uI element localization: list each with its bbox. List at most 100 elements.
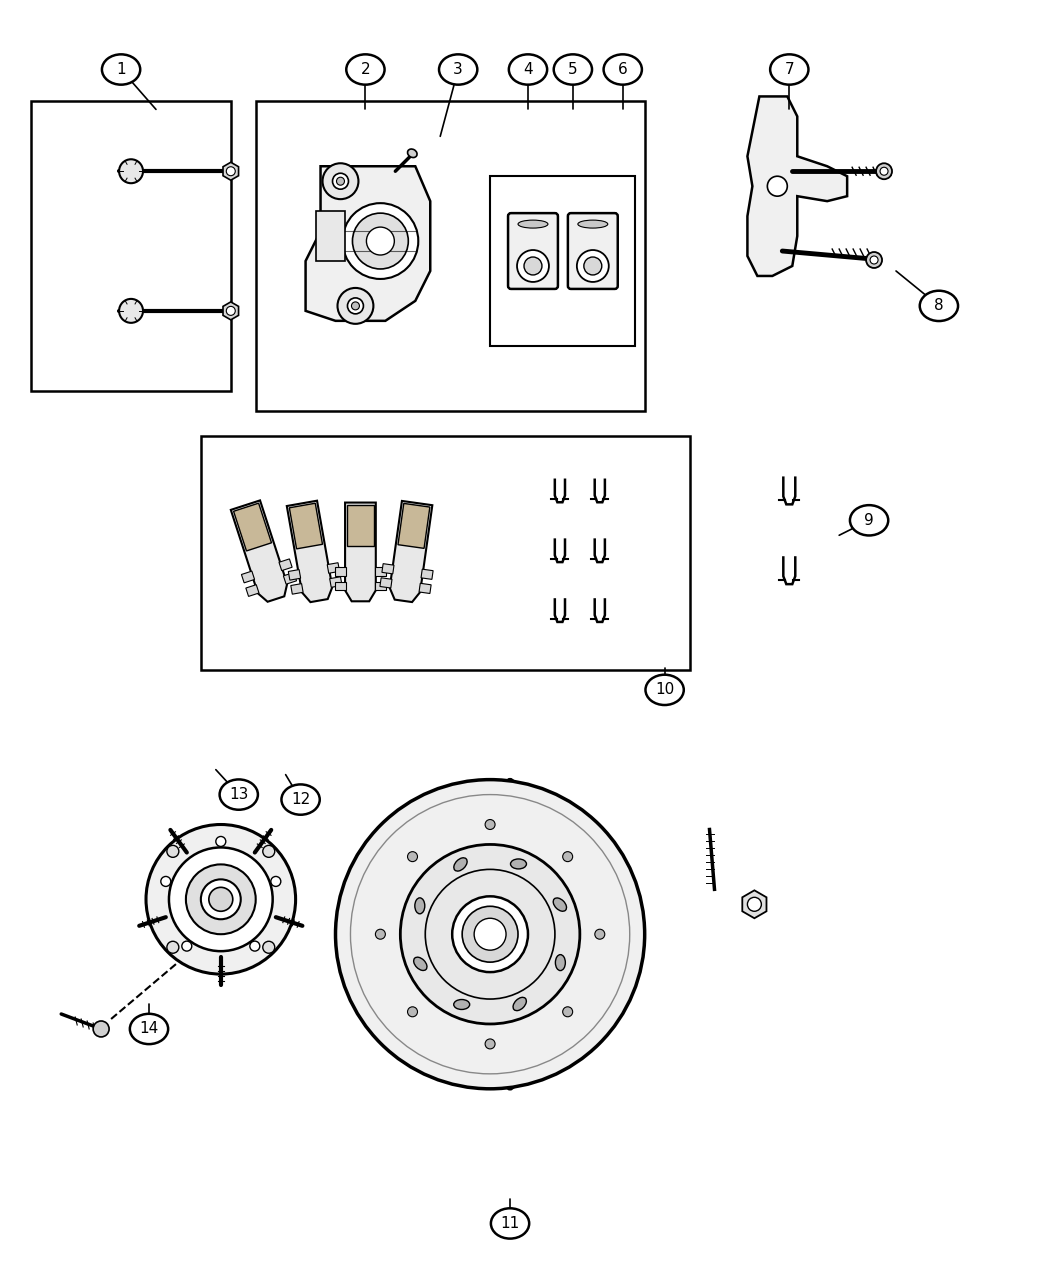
Polygon shape <box>290 504 322 548</box>
Polygon shape <box>390 501 433 602</box>
Circle shape <box>563 1007 572 1016</box>
Text: 14: 14 <box>140 1021 159 1037</box>
Text: 8: 8 <box>934 298 944 314</box>
Ellipse shape <box>770 55 808 84</box>
Circle shape <box>227 167 235 176</box>
Polygon shape <box>375 581 385 590</box>
Text: 11: 11 <box>501 1216 520 1230</box>
Text: 12: 12 <box>291 792 310 807</box>
Ellipse shape <box>518 221 548 228</box>
Polygon shape <box>348 505 374 547</box>
Polygon shape <box>328 562 339 574</box>
Polygon shape <box>742 890 766 918</box>
Polygon shape <box>242 571 254 583</box>
Ellipse shape <box>849 505 888 536</box>
Text: 10: 10 <box>655 682 674 697</box>
Circle shape <box>201 880 240 919</box>
Ellipse shape <box>646 674 684 705</box>
Circle shape <box>866 252 882 268</box>
Ellipse shape <box>491 1209 529 1238</box>
Polygon shape <box>345 502 376 602</box>
Ellipse shape <box>454 1000 469 1010</box>
Circle shape <box>167 845 178 857</box>
Circle shape <box>475 918 506 950</box>
Circle shape <box>876 163 892 180</box>
Polygon shape <box>306 166 430 321</box>
Circle shape <box>524 258 542 275</box>
Polygon shape <box>231 500 287 602</box>
Circle shape <box>227 306 235 315</box>
Circle shape <box>485 820 496 830</box>
Polygon shape <box>284 572 296 584</box>
Bar <box>316 212 345 261</box>
Circle shape <box>352 302 359 310</box>
Ellipse shape <box>490 779 530 1089</box>
Circle shape <box>453 896 528 972</box>
Ellipse shape <box>513 997 526 1011</box>
Circle shape <box>336 779 645 1089</box>
Circle shape <box>167 941 178 954</box>
Text: 3: 3 <box>454 62 463 76</box>
Circle shape <box>250 941 259 951</box>
Bar <box>32 102 231 390</box>
Circle shape <box>880 167 888 175</box>
Circle shape <box>271 876 280 886</box>
Text: 9: 9 <box>864 513 874 528</box>
Circle shape <box>353 213 408 269</box>
Ellipse shape <box>510 859 526 870</box>
Polygon shape <box>223 162 238 180</box>
Circle shape <box>322 163 358 199</box>
Polygon shape <box>380 578 392 588</box>
Polygon shape <box>748 97 847 275</box>
Polygon shape <box>223 302 238 320</box>
Circle shape <box>216 836 226 847</box>
Circle shape <box>342 203 418 279</box>
Polygon shape <box>398 504 429 548</box>
Circle shape <box>485 1039 496 1049</box>
Text: 1: 1 <box>117 62 126 76</box>
Circle shape <box>262 941 275 954</box>
Text: 6: 6 <box>617 62 628 76</box>
Ellipse shape <box>604 55 642 84</box>
Ellipse shape <box>281 784 320 815</box>
Polygon shape <box>382 564 394 574</box>
Circle shape <box>748 898 761 912</box>
Circle shape <box>407 1007 418 1016</box>
FancyBboxPatch shape <box>568 213 617 289</box>
Circle shape <box>336 177 344 185</box>
Polygon shape <box>335 581 346 590</box>
Polygon shape <box>291 584 303 594</box>
Polygon shape <box>233 504 272 551</box>
Circle shape <box>584 258 602 275</box>
Circle shape <box>209 887 233 912</box>
Ellipse shape <box>509 55 547 84</box>
Circle shape <box>366 227 395 255</box>
Circle shape <box>169 848 273 951</box>
Circle shape <box>517 250 549 282</box>
Bar <box>256 102 645 411</box>
Text: 13: 13 <box>229 787 249 802</box>
Circle shape <box>182 941 192 951</box>
Ellipse shape <box>346 55 384 84</box>
Ellipse shape <box>407 149 417 158</box>
Circle shape <box>462 907 518 963</box>
Ellipse shape <box>130 1014 168 1044</box>
Circle shape <box>93 1021 109 1037</box>
Circle shape <box>594 929 605 940</box>
Polygon shape <box>421 569 433 579</box>
Circle shape <box>376 929 385 940</box>
Ellipse shape <box>454 858 467 871</box>
Circle shape <box>337 288 374 324</box>
Circle shape <box>576 250 609 282</box>
Ellipse shape <box>553 55 592 84</box>
Text: 2: 2 <box>360 62 371 76</box>
Circle shape <box>333 173 349 189</box>
Text: 5: 5 <box>568 62 578 76</box>
Ellipse shape <box>102 55 141 84</box>
Circle shape <box>563 852 572 862</box>
Circle shape <box>186 864 256 935</box>
Polygon shape <box>287 501 332 602</box>
Polygon shape <box>335 567 346 576</box>
Circle shape <box>146 825 296 974</box>
Polygon shape <box>375 567 385 576</box>
